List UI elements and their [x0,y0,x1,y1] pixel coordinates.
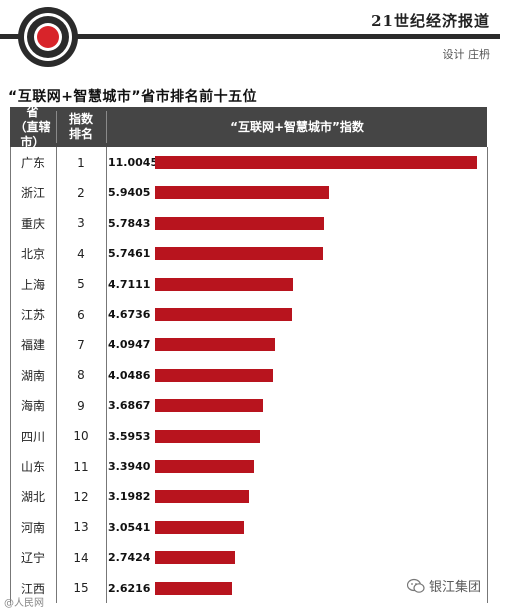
province-label: 四川 [20,429,45,444]
index-bar [155,460,255,473]
header-divider [106,111,107,143]
index-bar [155,520,245,534]
index-bar [155,338,275,352]
value-label: 3.3940 [108,460,151,473]
table-row: 湖南 8 4.0486 [10,360,487,391]
column-divider [106,147,107,603]
province-label: 浙江 [20,186,45,201]
table-row: 北京 4 5.7461 [10,238,487,269]
table-body [10,147,488,603]
watermark-left: @人民网 [4,598,44,609]
index-bar [155,156,477,169]
value-label: 2.7424 [108,551,151,565]
province-label: 北京 [20,247,45,262]
value-label: 5.9405 [108,186,151,200]
column-header-province: 省 （直辖市） [10,104,55,149]
province-label: 广东 [20,156,45,170]
index-bar [155,247,324,261]
value-label: 5.7843 [108,216,151,230]
newspaper-logo-icon [14,6,104,68]
watermark-right-label: 银江集团 [429,580,482,595]
column-header-province-line1: 省 [26,104,39,119]
rank-label: 11 [73,459,89,474]
table-header: 省 （直辖市） 指数 排名 “互联网+智慧城市”指数 [10,104,487,149]
index-bar [155,551,236,565]
header-rule [0,34,500,39]
column-header-rank-line2: 排名 [68,127,93,141]
rank-label: 15 [73,581,89,596]
newspaper-header: 21世纪经济报道 设计 庄枬 [0,0,516,72]
value-label: 3.1982 [108,490,151,504]
column-header-rank: 指数 排名 [57,107,105,147]
index-bar [155,216,325,230]
value-label: 5.7461 [108,247,151,261]
table-row: 福建 7 4.0947 [10,329,487,360]
table-row: 广东 1 11.0045 [10,147,487,178]
value-label: 3.0541 [108,520,151,534]
table-row: 四川 10 3.5953 [10,421,487,452]
rank-label: 7 [77,337,85,352]
index-bar [155,186,329,200]
index-bar [155,581,232,595]
value-label: 4.0486 [108,368,151,382]
value-label: 4.7111 [108,277,151,291]
rank-label: 14 [73,550,89,565]
value-label: 4.6736 [108,308,151,321]
table-row: 山东 11 3.3940 [10,451,487,482]
index-bar [155,399,263,413]
header-divider [56,111,57,143]
design-credit: 设计 庄枬 [442,48,491,61]
table-row: 浙江 2 5.9405 [10,177,487,208]
table-row: 上海 5 4.7111 [10,269,487,300]
rank-label: 12 [73,489,89,504]
table-row: 重庆 3 5.7843 [10,208,487,239]
wechat-icon [407,578,425,593]
rank-label: 1 [77,155,85,170]
value-label: 4.0947 [108,338,151,352]
index-bar [155,490,249,504]
column-header-rank-line1: 指数 [68,112,93,126]
index-bar [155,308,292,321]
column-header-province-line2: （直辖市） [14,119,51,149]
province-label: 湖北 [20,490,45,505]
table-row: 海南 9 3.6867 [10,390,487,421]
chart-title: “互联网+智慧城市”省市排名前十五位 [8,89,258,105]
table-row: 河南 13 3.0541 [10,512,487,543]
value-label: 3.6867 [108,399,151,413]
column-divider [56,147,57,603]
value-label: 3.5953 [108,429,151,443]
value-label: 2.6216 [108,581,151,595]
table-row: 辽宁 14 2.7424 [10,542,487,573]
rank-label: 10 [73,429,89,444]
province-label: 湖南 [20,368,45,383]
province-label: 江西 [20,581,45,596]
rank-label: 4 [77,246,85,261]
column-header-index: “互联网+智慧城市”指数 [230,119,364,134]
rank-label: 2 [77,185,85,200]
rank-label: 13 [73,520,89,535]
newspaper-brand: 21世纪经济报道 [371,12,490,30]
index-bar [155,368,274,382]
value-label: 11.0045 [108,156,159,169]
province-label: 上海 [20,277,45,292]
table-row: 江苏 6 4.6736 [10,299,487,330]
index-bar [155,277,293,291]
province-label: 福建 [20,338,45,353]
province-label: 重庆 [20,216,45,231]
rank-label: 3 [77,216,85,231]
province-label: 海南 [20,399,45,414]
table-row: 湖北 12 3.1982 [10,481,487,512]
table-row: 江西 15 2.6216 [10,573,487,604]
province-label: 辽宁 [20,551,45,566]
rank-label: 5 [77,277,85,292]
province-label: 山东 [20,460,45,474]
rank-label: 6 [77,307,85,322]
rank-label: 8 [77,368,85,383]
index-bar [155,429,261,443]
province-label: 江苏 [20,308,45,322]
province-label: 河南 [20,520,45,535]
rank-label: 9 [77,398,85,413]
watermark-right: 银江集团 [407,576,481,595]
